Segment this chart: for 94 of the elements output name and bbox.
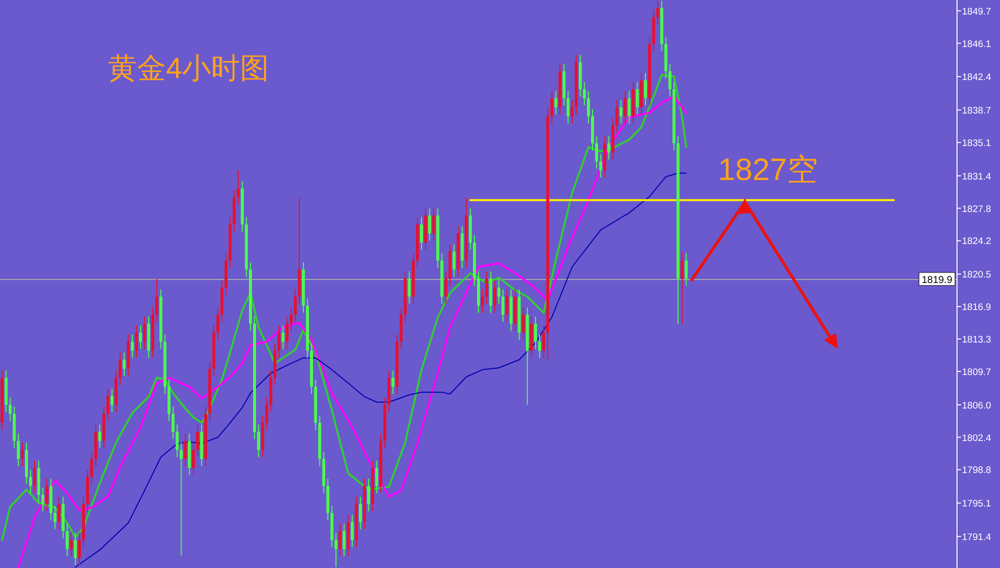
candlestick — [33, 460, 36, 494]
candlestick — [497, 280, 500, 304]
candlestick — [506, 288, 508, 322]
candlestick — [196, 424, 199, 458]
candlestick — [428, 208, 432, 242]
y-tick-label: 1820.5 — [962, 270, 992, 281]
candlestick — [282, 324, 284, 350]
candlestick — [432, 208, 436, 242]
candlestick — [155, 278, 158, 322]
candlestick — [257, 424, 260, 458]
candlestick — [8, 397, 12, 422]
candlestick — [29, 469, 32, 494]
candlestick — [680, 251, 684, 324]
candlestick — [656, 0, 660, 25]
annotation: 1827空 — [718, 152, 818, 187]
candlestick — [586, 90, 590, 124]
candlestick — [644, 72, 647, 106]
candlestick — [684, 252, 688, 286]
candlestick — [624, 90, 627, 124]
text: 黄金4小时图 — [108, 53, 270, 85]
candlestick — [493, 280, 496, 314]
candlestick — [607, 136, 610, 160]
candlestick — [90, 451, 94, 485]
candlestick — [216, 306, 220, 340]
y-tick-label: 1846.1 — [962, 38, 992, 50]
y-tick-label: 1791.4 — [962, 532, 992, 543]
candlestick — [139, 324, 142, 350]
candlestick — [110, 388, 114, 413]
y-tick-label: 1802.4 — [962, 432, 992, 444]
candlestick — [45, 478, 48, 512]
candlestick — [338, 523, 342, 557]
candlestick — [58, 496, 61, 530]
candlestick — [277, 324, 280, 358]
candlestick — [143, 316, 146, 350]
candlestick — [620, 100, 622, 124]
candlestick — [542, 324, 546, 358]
candlestick — [66, 523, 69, 557]
candlestick — [534, 316, 537, 350]
y-tick-label: 1816.9 — [962, 302, 992, 314]
y-tick-label: 1809.7 — [962, 366, 992, 378]
y-tick-label: 1798.8 — [962, 465, 992, 476]
candlestick — [566, 90, 570, 124]
candlestick — [358, 496, 362, 530]
candlestick — [122, 352, 126, 376]
candlestick — [367, 478, 370, 512]
candlestick — [290, 306, 293, 332]
candlestick — [668, 64, 672, 97]
y-tick-label: 1827.8 — [962, 204, 992, 215]
candlestick — [595, 136, 598, 170]
candlestick — [636, 82, 639, 115]
candlestick — [501, 288, 504, 322]
y-tick-label: 1831.4 — [962, 171, 992, 182]
candlestick — [106, 388, 110, 422]
candlestick — [342, 523, 346, 557]
candlestick — [184, 433, 187, 467]
candlestick — [334, 532, 338, 568]
candlestick — [74, 532, 77, 566]
candlestick — [420, 216, 423, 250]
candlestick — [481, 288, 484, 314]
y-tick-label: 1795.1 — [962, 498, 992, 510]
candlestick — [130, 334, 134, 358]
candlestick — [286, 316, 289, 350]
y-tick-label: 1849.7 — [962, 6, 992, 18]
y-tick-label: 1842.4 — [962, 72, 992, 84]
candlestick — [554, 90, 558, 115]
candlestick — [452, 244, 456, 278]
candlestick — [599, 154, 602, 178]
candlestick — [192, 442, 195, 476]
candlestick — [134, 324, 138, 358]
y-tick-label: 1806.0 — [962, 400, 992, 412]
candlestick — [582, 82, 586, 106]
candlestick — [485, 270, 488, 304]
candlestick — [375, 460, 378, 494]
candlestick — [392, 370, 394, 394]
y-tick-label: 1813.3 — [962, 334, 992, 346]
y-tick-label: 1838.7 — [962, 105, 992, 116]
ref-line-label: 1819.9 — [922, 274, 953, 286]
candlestick — [78, 532, 81, 566]
candlestick — [118, 352, 122, 386]
y-tick-label: 1835.1 — [962, 138, 992, 149]
candlestick — [20, 442, 24, 467]
y-tick-label: 1824.2 — [962, 236, 992, 248]
candlestick — [570, 100, 574, 124]
candlestick — [16, 433, 20, 467]
line-series — [74, 172, 687, 568]
candlestick — [615, 100, 618, 134]
candlestick — [550, 90, 554, 124]
candlestick — [54, 505, 56, 530]
candlestick — [172, 406, 175, 440]
candlestick — [176, 424, 179, 458]
candlestick — [628, 90, 631, 124]
candlestick — [444, 270, 448, 304]
candlestick — [522, 306, 525, 340]
candlestick — [538, 334, 542, 358]
